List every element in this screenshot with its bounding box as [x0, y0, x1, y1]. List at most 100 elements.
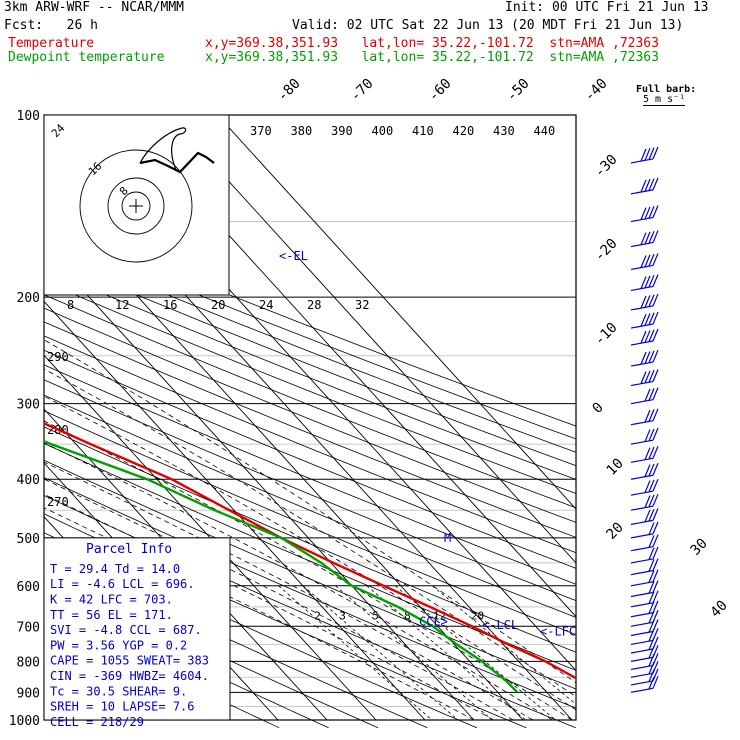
wind-barb: [630, 349, 659, 367]
wind-barb: [630, 590, 659, 608]
wind-barb-flag: [648, 522, 655, 535]
wind-barb-staff: [630, 639, 654, 646]
wind-barb-flag: [648, 570, 655, 583]
wind-barb-flag: [648, 253, 655, 267]
valid-time: Valid: 02 UTC Sat 22 Jun 13 (20 MDT Fri …: [292, 18, 684, 33]
mixing-ratio-label: 5: [372, 609, 379, 622]
parcel-row: PW = 3.56 YGP = 0.2: [50, 638, 187, 652]
wind-barb-flag: [644, 231, 651, 245]
wind-barb-flag: [652, 230, 659, 243]
wind-barb-staff: [630, 457, 654, 463]
wind-barb-flag: [644, 148, 651, 161]
parcel-title: Parcel Info: [86, 542, 172, 557]
wind-barb-staff: [630, 612, 654, 618]
theta-label: 410: [412, 124, 434, 138]
diagram-frame: [43, 114, 577, 721]
mixing-ratio-line: [335, 585, 493, 721]
wind-barb-flag: [652, 408, 659, 421]
mixing-ratio-line: [278, 585, 433, 721]
wind-barb-flag: [644, 275, 651, 289]
wind-barb-staff: [630, 474, 654, 480]
isotherm-label: -60: [426, 76, 455, 105]
wind-barb-staff: [630, 533, 654, 539]
wind-barb-flag: [648, 329, 655, 342]
wind-speed-tick: 24: [259, 298, 273, 312]
wind-barb-flag: [652, 600, 659, 613]
wind-barb-flag: [648, 446, 655, 460]
wind-barb-staff: [630, 621, 654, 627]
wind-barb-flag: [644, 370, 651, 384]
wind-barb-staff: [630, 680, 654, 686]
isotherm-label: 40: [708, 598, 731, 621]
moist-adiabat: [44, 478, 514, 721]
dry-adiabat: [44, 307, 576, 523]
isotherm-label: -10: [592, 320, 621, 349]
wind-barb-flag: [652, 546, 659, 560]
theta-label: 430: [493, 124, 515, 138]
dry-adiabat: [44, 349, 576, 569]
wind-barb-staff: [630, 570, 654, 576]
lcl-annotation: <-LCL: [482, 618, 518, 632]
dry-adiabat: [44, 321, 576, 538]
isotherm-label: -40: [582, 76, 611, 105]
wind-barb: [630, 146, 659, 164]
wind-barb: [630, 293, 659, 311]
wind-barb-flag: [652, 146, 659, 160]
pressure-tick-label: 1000: [9, 714, 40, 729]
wind-barb-flag: [640, 330, 647, 344]
mixing-ratio-line: [394, 585, 556, 721]
wind-barb: [630, 328, 659, 346]
isotherm-label: -70: [348, 76, 377, 105]
wind-barb-flag: [648, 206, 655, 219]
mixing-ratio-label: 2: [314, 609, 321, 622]
parcel-info-panel: Parcel Info T = 29.4 Td = 14.0LI = -4.6 L…: [43, 537, 231, 729]
wind-barb: [630, 408, 659, 426]
wind-barb: [630, 478, 659, 496]
wind-barb-flag: [648, 350, 655, 363]
wind-barb-flag: [644, 464, 651, 477]
dry-adiabat: [44, 294, 576, 509]
wind-barb-flag: [652, 253, 659, 266]
wind-barb-flag: [640, 276, 647, 289]
dry-adiabat: [44, 268, 576, 480]
pressure-tick-label: 400: [17, 473, 40, 488]
wind-barb: [630, 177, 659, 195]
isotherm-line: [168, 115, 576, 564]
isotherm-label: -80: [275, 76, 304, 105]
isotherm-label: 0: [590, 400, 607, 417]
wind-barb-flag: [648, 661, 655, 675]
wind-barb-flag: [648, 637, 655, 650]
wind-barb-flag: [648, 628, 655, 642]
wind-barb-flag: [652, 369, 659, 382]
wind-barb-staff: [630, 581, 654, 587]
wind-barb-flag: [640, 295, 647, 309]
theta-label: 380: [291, 124, 313, 138]
wind-barb-flag: [644, 179, 651, 192]
wind-barb-flag: [644, 509, 651, 523]
wind-barb-flag: [648, 676, 655, 690]
dry-adiabat: [44, 218, 576, 427]
isotherm-line: [44, 408, 328, 721]
init-time: Init: 00 UTC Fri 21 Jun 13: [505, 0, 709, 15]
wind-barb: [630, 205, 659, 223]
moist-adiabat: [44, 442, 553, 721]
wind-barb-flag: [644, 295, 651, 308]
wind-barb-flag: [648, 479, 655, 493]
wind-barb: [630, 610, 659, 627]
parcel-row: K = 42 LFC = 703.: [50, 592, 173, 606]
moist-adiabat: [44, 461, 534, 721]
isotherm-line: [44, 300, 426, 721]
pressure-tick-label: 500: [17, 532, 40, 547]
wind-barb-flag: [652, 463, 659, 476]
wind-barb: [630, 230, 659, 248]
wind-barb-flag: [652, 328, 659, 342]
hodograph-ring: [121, 191, 151, 221]
plot-border: [43, 114, 577, 721]
pressure-tick-label: 200: [17, 291, 40, 306]
wind-barb-flag: [648, 178, 655, 191]
wind-barb-staff: [630, 591, 654, 598]
wind-barb-flag: [648, 147, 655, 160]
wind-barb-staff: [630, 439, 654, 445]
wind-barb: [630, 534, 659, 552]
wind-barb: [630, 253, 659, 271]
